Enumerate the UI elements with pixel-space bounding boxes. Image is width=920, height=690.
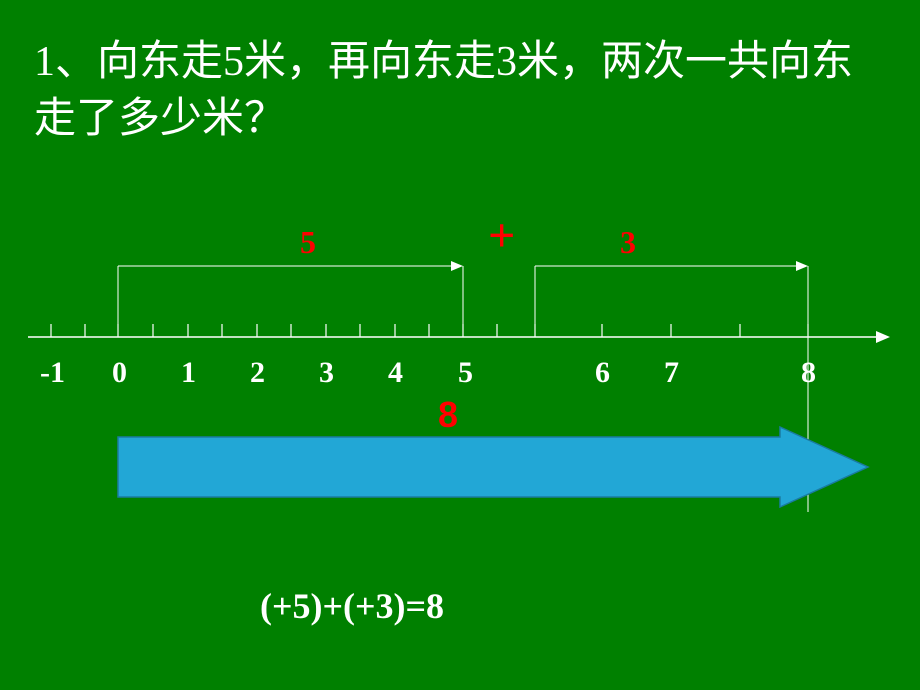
equation-text: (+5)+(+3)=8 <box>260 585 444 627</box>
span-label-5: 5 <box>300 224 316 261</box>
axis-tick-label: 0 <box>112 356 127 390</box>
axis-tick-label: 3 <box>319 356 334 390</box>
axis-tick-label: 8 <box>801 356 816 390</box>
axis-tick-label: 4 <box>388 356 403 390</box>
axis-tick-label: -1 <box>40 356 65 390</box>
axis-tick-label: 6 <box>595 356 610 390</box>
result-label-8: 8 <box>438 394 458 436</box>
span-plus-icon: + <box>488 208 515 263</box>
axis-tick-label: 1 <box>181 356 196 390</box>
axis-tick-label: 7 <box>664 356 679 390</box>
diagram-svg <box>0 0 920 690</box>
axis-tick-label: 5 <box>458 356 473 390</box>
span-label-3: 3 <box>620 224 636 261</box>
axis-tick-label: 2 <box>250 356 265 390</box>
